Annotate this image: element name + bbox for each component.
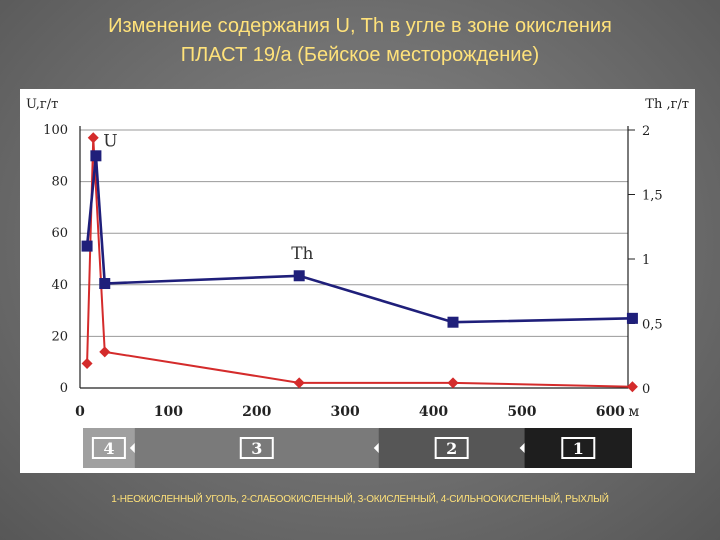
zone-band-2 <box>378 428 530 468</box>
zone-label-box-3 <box>239 437 274 459</box>
y-left-tick-label: 100 <box>43 123 68 138</box>
title-line-1: Изменение содержания U, Th в угле в зоне… <box>108 15 612 37</box>
series-point-Th <box>90 150 102 162</box>
series-point-U <box>87 132 99 144</box>
series-point-Th <box>447 316 459 328</box>
zone-label-3: 3 <box>251 439 262 458</box>
zone-bar: 4 3 2 1 <box>83 428 632 468</box>
x-tick-label: 600 <box>596 404 625 420</box>
chart-panel: 0 20 40 60 80 100 0 0,5 1 1,5 2 0 100 200 300 400 500 600… <box>20 89 695 473</box>
series-point-U <box>626 381 638 393</box>
zone-band-3 <box>134 428 384 468</box>
y-left-tick-label: 20 <box>51 329 68 344</box>
series-layer: U Th <box>81 132 638 393</box>
y-left-tick-label: 40 <box>51 278 68 293</box>
zone-label-2: 2 <box>446 439 457 458</box>
zone-legend-caption: 1-НЕОКИСЛЕННЫЙ УГОЛЬ, 2-СЛАБООКИСЛЕННЫЙ,… <box>111 494 609 505</box>
series-point-U <box>447 377 459 389</box>
zone-label-box-4 <box>91 437 126 459</box>
x-tick-label: 300 <box>331 404 360 420</box>
zone-band-1 <box>524 428 632 468</box>
y-right-tick-label: 0,5 <box>642 318 663 333</box>
x-tick-label: 0 <box>75 404 85 420</box>
series-point-U <box>293 377 305 389</box>
grid <box>80 129 628 337</box>
series-name-Th: Th <box>291 244 313 264</box>
series-line-Th <box>85 155 633 324</box>
y-right-axis-title: Th ,г/т <box>645 97 689 112</box>
slide-title: Изменение содержания U, Th в угле в зоне… <box>0 12 720 70</box>
title-line-2: ПЛАСТ 19/а (Бейское месторождение) <box>180 44 540 66</box>
y-right-tick-label: 1 <box>642 253 650 268</box>
zone-label-1: 1 <box>573 439 584 458</box>
series-name-U: U <box>103 132 117 152</box>
series-point-Th <box>293 270 305 282</box>
zone-label-box-2 <box>434 437 469 459</box>
series-point-Th <box>81 240 93 252</box>
y-left-tick-label: 80 <box>51 175 68 190</box>
y-right-tick-label: 1,5 <box>642 189 663 204</box>
series-point-Th <box>99 278 111 290</box>
y-right-tick-label: 2 <box>642 124 650 139</box>
series-point-U <box>81 357 93 369</box>
series-point-U <box>99 346 111 358</box>
y-right-tick-label: 0 <box>642 382 650 397</box>
y-left-axis-title: U,г/т <box>26 97 58 112</box>
x-tick-label: 400 <box>419 404 448 420</box>
x-tick-label: 500 <box>507 404 536 420</box>
y-left-tick-label: 0 <box>60 381 68 396</box>
y-left-tick-label: 60 <box>51 226 68 241</box>
x-tick-label: 100 <box>154 404 183 420</box>
zone-label-box-1 <box>561 437 596 459</box>
x-tick-label: 200 <box>242 404 271 420</box>
x-unit-label: м <box>628 404 639 420</box>
zone-label-4: 4 <box>103 439 114 458</box>
series-point-Th <box>626 312 638 324</box>
series-line-U <box>86 137 633 388</box>
